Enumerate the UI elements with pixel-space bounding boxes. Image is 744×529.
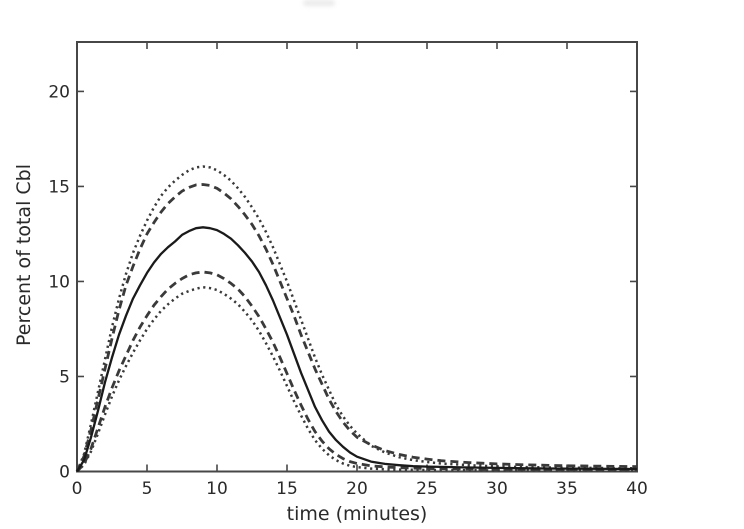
- cropped-text-artifact: [303, 0, 335, 6]
- y-tick-label: 20: [48, 82, 70, 102]
- x-tick-label: 20: [346, 479, 368, 499]
- curve-upper-dashed-envelope: [75, 183, 638, 473]
- x-tick-label: 0: [72, 479, 83, 499]
- x-tick-label: 30: [486, 479, 508, 499]
- tick-labels-layer: 0 5 10 15 20 25 30 35 40 0 5 10 15 20: [48, 82, 647, 499]
- axes-frame-layer: [76, 41, 638, 473]
- curve-lower-dashed-envelope: [75, 270, 638, 473]
- curve-lower-dotted-envelope: [76, 285, 637, 473]
- y-axis-label: Percent of total Cbl: [13, 164, 35, 346]
- x-tick-label: 10: [206, 479, 228, 499]
- x-tick-label: 5: [142, 479, 153, 499]
- x-tick-label: 25: [416, 479, 438, 499]
- curve-solid-mean-curve: [76, 226, 638, 473]
- y-tick-label: 10: [48, 272, 70, 292]
- x-axis-label: time (minutes): [287, 503, 428, 525]
- x-tick-label: 40: [626, 479, 648, 499]
- curves-layer: [75, 165, 638, 473]
- x-tick-label: 35: [556, 479, 578, 499]
- y-tick-label: 15: [48, 177, 70, 197]
- y-tick-label: 5: [59, 367, 70, 387]
- axes-frame: [76, 41, 638, 473]
- y-tick-label: 0: [59, 463, 70, 483]
- x-tick-label: 15: [276, 479, 298, 499]
